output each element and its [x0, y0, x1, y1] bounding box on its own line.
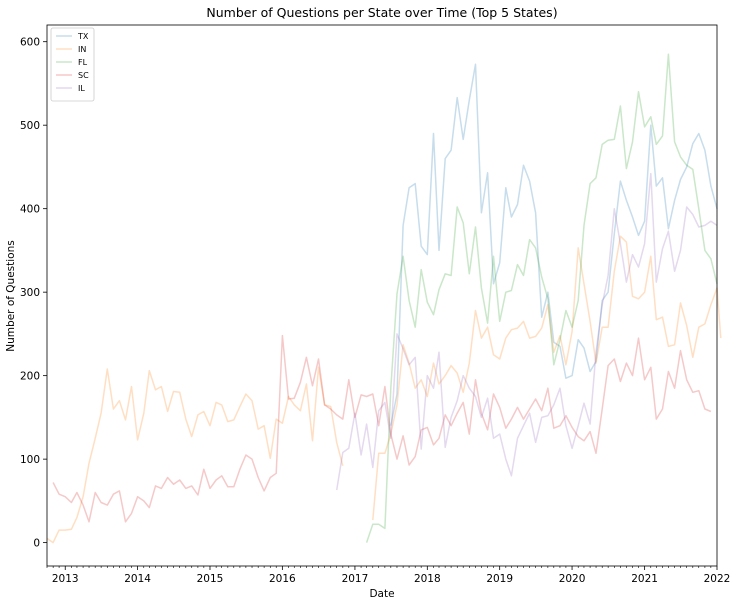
x-tick-label: 2020	[559, 573, 586, 585]
legend: TX IN FL SC IL	[50, 27, 95, 102]
series-line-tx	[390, 63, 718, 426]
x-tick-label: 2015	[197, 573, 224, 585]
x-tick-label: 2021	[631, 573, 658, 585]
legend-box	[50, 27, 95, 102]
x-axis-label: Date	[369, 588, 394, 600]
x-tick-label: 2018	[414, 573, 441, 585]
x-axis: 2013 2014 2015 2016 2017 2018 2019 2020 2021 2022	[46, 566, 731, 585]
series-line-sc	[52, 334, 712, 523]
x-tick-label: 2022	[704, 573, 731, 585]
series-line-il	[335, 172, 718, 491]
chart-title: Number of Questions per State over Time …	[206, 5, 557, 20]
y-tick-label: 600	[20, 37, 40, 49]
plot-frame	[46, 24, 718, 567]
legend-label-in: IN	[78, 45, 86, 54]
y-tick-label: 500	[20, 120, 40, 132]
y-axis: 0 100 200 300 400 500 600	[20, 37, 47, 550]
x-tick-label: 2016	[269, 573, 296, 585]
legend-label-il: IL	[78, 84, 85, 93]
x-tick-label: 2017	[342, 573, 369, 585]
legend-label-tx: TX	[77, 32, 89, 41]
series-layer	[46, 53, 722, 544]
y-axis-label: Number of Questions	[5, 240, 17, 351]
y-tick-label: 100	[20, 454, 40, 466]
y-tick-label: 300	[20, 287, 40, 299]
y-tick-label: 200	[20, 371, 40, 383]
series-line-in	[46, 235, 722, 544]
y-tick-label: 0	[33, 538, 40, 550]
legend-label-sc: SC	[78, 71, 89, 80]
y-tick-label: 400	[20, 204, 40, 216]
x-tick-label: 2019	[486, 573, 513, 585]
series-line-fl	[365, 53, 718, 543]
x-tick-label: 2014	[124, 573, 151, 585]
x-tick-label: 2013	[52, 573, 79, 585]
legend-label-fl: FL	[78, 58, 88, 67]
